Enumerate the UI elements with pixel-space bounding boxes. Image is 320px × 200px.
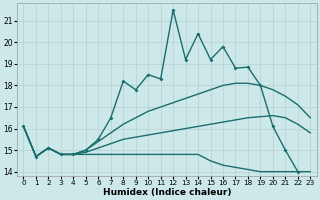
X-axis label: Humidex (Indice chaleur): Humidex (Indice chaleur) <box>103 188 231 197</box>
